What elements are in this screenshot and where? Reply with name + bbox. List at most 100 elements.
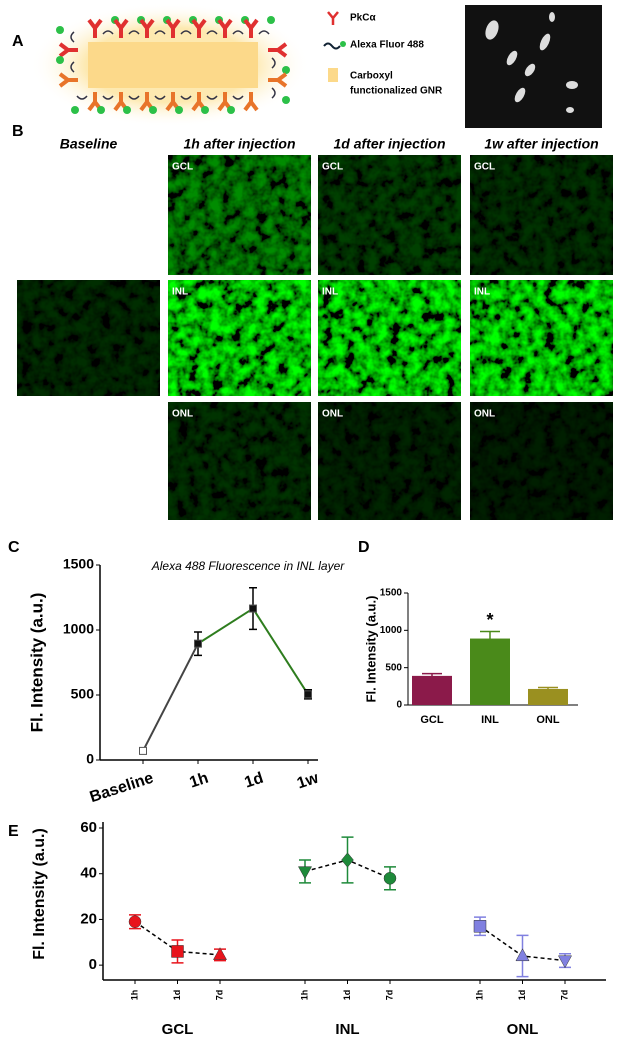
antibody [165, 16, 197, 38]
marker [383, 872, 397, 885]
legend-a: PkCα Alexa Fluor 488 Carboxyl functional… [323, 11, 443, 97]
marker [128, 915, 142, 928]
linker [70, 31, 75, 43]
dye [71, 106, 79, 114]
antibody-shape [139, 18, 155, 38]
antibody-shape [58, 42, 78, 58]
line-segment [252, 608, 309, 695]
antibody-shape [243, 92, 259, 112]
y-tick-label: 20 [80, 910, 97, 927]
micrograph [470, 402, 613, 520]
dye [97, 106, 105, 114]
antibody-icon [327, 11, 339, 25]
y-tick-label: 1000 [380, 625, 403, 636]
dye [282, 66, 290, 74]
group-label: INL [335, 1021, 359, 1038]
marker [171, 945, 184, 958]
x-tick-label: 1d [243, 770, 266, 792]
dye [123, 106, 131, 114]
linker [180, 30, 192, 35]
y-tick-label: 1500 [380, 588, 403, 599]
micrograph [318, 402, 461, 520]
panel-label: D [358, 539, 370, 556]
legend-text: functionalized GNR [350, 86, 443, 97]
linker [258, 30, 270, 35]
x-tick-label: 7d [214, 990, 224, 1001]
marker [557, 955, 573, 969]
x-tick-label: ONL [536, 714, 560, 726]
gnr-diagram [30, 3, 310, 127]
antibody-shape [243, 18, 259, 38]
antibody [243, 16, 275, 38]
layer-label: INL [474, 287, 490, 298]
x-tick-label: 1h [299, 990, 309, 1001]
antibody-shape [268, 42, 288, 58]
group-label: ONL [507, 1021, 539, 1038]
linker [206, 95, 218, 100]
panel-b: Baseline 1h after injection 1d after injec… [17, 136, 613, 520]
antibody [201, 92, 233, 114]
dye [56, 26, 64, 34]
x-tick-label: 7d [384, 990, 394, 1001]
panel-label: A [12, 33, 24, 50]
annotation: * [486, 610, 493, 630]
chart-title: Alexa 488 Fluorescence in INL layer [151, 559, 346, 573]
x-tick-label: 1h [129, 990, 139, 1001]
y-tick-label: 40 [80, 865, 97, 882]
micrograph [318, 155, 461, 275]
tem-image [465, 5, 602, 128]
antibody [227, 92, 259, 114]
x-tick-label: 1d [342, 990, 352, 1001]
panel-label: E [8, 823, 19, 840]
marker [515, 948, 530, 962]
marker [249, 604, 257, 613]
antibody-shape [268, 72, 288, 88]
linker [70, 61, 75, 73]
y-tick-label: 1500 [63, 556, 94, 572]
antibody [113, 16, 145, 38]
linker [102, 95, 114, 100]
micrograph [470, 280, 613, 396]
x-tick-label: 1d [172, 990, 182, 1001]
layer-label: ONL [322, 409, 343, 420]
x-tick-label: Baseline [88, 770, 156, 807]
charts: Alexa 488 Fluorescence in INL layer Fl. I… [27, 556, 606, 1038]
linker [154, 30, 166, 35]
marker [304, 690, 312, 699]
antibody-shape [217, 18, 233, 38]
linker [102, 30, 114, 35]
antibody-shape [58, 72, 78, 88]
dye [282, 96, 290, 104]
micrograph [168, 280, 311, 396]
linker [128, 30, 140, 35]
group-label: GCL [162, 1021, 194, 1038]
legend-text: PkCα [350, 13, 376, 24]
layer-label: INL [322, 287, 338, 298]
marker [297, 866, 313, 880]
x-tick-label: 1w [295, 769, 321, 792]
x-tick-label: 7d [559, 990, 569, 1001]
panel-label: B [12, 123, 24, 140]
antibody [56, 26, 78, 58]
y-tick-label: 1000 [63, 621, 94, 637]
y-axis-label: Fl. Intensity (a.u.) [31, 828, 48, 960]
x-tick-label: 1h [188, 770, 211, 792]
y-axis-label: Fl. Intensity (a.u.) [27, 593, 46, 733]
layer-label: ONL [172, 409, 193, 420]
layer-label: GCL [322, 162, 343, 173]
antibody [268, 42, 290, 74]
line-segment [197, 607, 254, 645]
bar [470, 638, 510, 705]
x-tick-label: 1d [517, 990, 527, 1001]
marker [194, 639, 202, 648]
dye [267, 16, 275, 24]
micrograph [168, 402, 311, 520]
linker [232, 95, 244, 100]
line-segment [142, 643, 199, 752]
y-axis-label: Fl. Intensity (a.u.) [363, 596, 378, 703]
bar [412, 675, 452, 705]
antibody [268, 72, 290, 104]
legend-text: Alexa Fluor 488 [350, 40, 424, 51]
linker [76, 95, 88, 100]
